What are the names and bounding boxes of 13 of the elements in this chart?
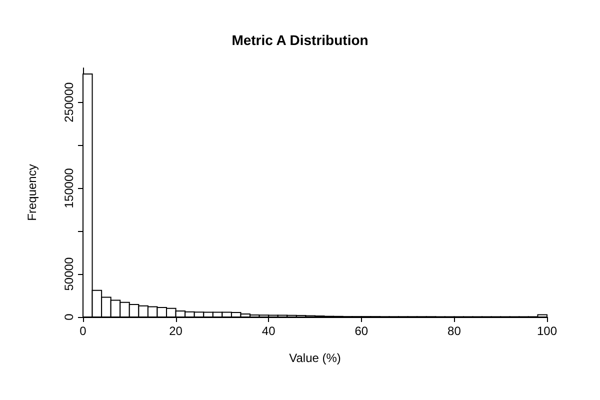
x-tick-label: 0 — [80, 324, 87, 338]
y-axis-title: Frequency — [25, 164, 39, 221]
chart-title: Metric A Distribution — [232, 32, 368, 48]
x-tick-label: 100 — [536, 324, 558, 338]
y-tick-label: 150000 — [62, 168, 76, 208]
y-tick-label: 50000 — [62, 257, 76, 291]
y-tick-label: 250000 — [62, 82, 76, 122]
x-tick-label: 20 — [169, 324, 183, 338]
x-tick-label: 80 — [448, 324, 462, 338]
x-tick-label: 60 — [354, 324, 368, 338]
y-tick-label: 0 — [62, 313, 76, 320]
x-axis-title: Value (%) — [289, 351, 341, 365]
x-tick-label: 40 — [262, 324, 276, 338]
